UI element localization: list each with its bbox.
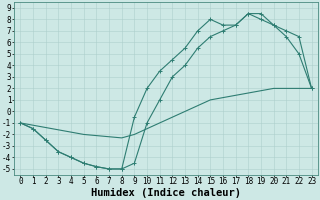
X-axis label: Humidex (Indice chaleur): Humidex (Indice chaleur) — [91, 188, 241, 198]
